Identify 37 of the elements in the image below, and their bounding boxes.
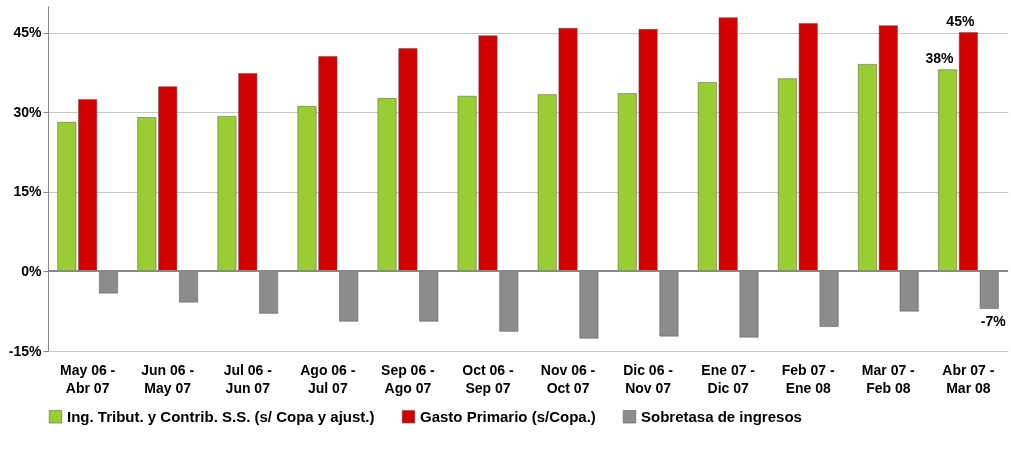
- bar: [659, 271, 679, 337]
- x-tick-label: Jul 06 - Jun 07: [223, 361, 273, 396]
- bar: [419, 271, 439, 322]
- bar: [938, 69, 957, 272]
- bar: [339, 271, 359, 322]
- y-tick-label: 0%: [21, 262, 43, 279]
- bar: [739, 271, 759, 338]
- x-tick-label: Dic 06 - Nov 07: [623, 361, 674, 396]
- data-label: 45%: [946, 12, 975, 29]
- x-tick-label: Abr 07 - Mar 08: [942, 361, 995, 396]
- y-tick-label: -15%: [8, 342, 43, 359]
- bar: [979, 271, 999, 309]
- x-tick-label: Feb 07 - Ene 08: [781, 361, 836, 396]
- legend-label: Sobretasa de ingresos: [641, 407, 802, 425]
- bar: [99, 271, 118, 294]
- y-tick-label: 45%: [13, 24, 43, 41]
- y-tick-label: 30%: [13, 103, 43, 120]
- x-tick-label: Nov 06 - Oct 07: [540, 361, 596, 396]
- x-tick-label: Oct 06 - Sep 07: [462, 361, 514, 396]
- bar: [958, 32, 978, 272]
- bar: [819, 271, 839, 327]
- y-tick-label: 15%: [13, 183, 43, 200]
- bar: [499, 271, 519, 332]
- x-tick-label: Ago 06 - Jul 07: [300, 361, 356, 396]
- bar: [899, 271, 919, 312]
- data-label: -7%: [980, 312, 1007, 329]
- x-tick-label: Ene 07 - Dic 07: [701, 361, 756, 396]
- legend-label: Ing. Tribut. y Contrib. S.S. (s/ Copa y ajust.): [67, 407, 375, 425]
- x-tick-label: Sep 06 - Ago 07: [381, 361, 436, 396]
- bar: [179, 271, 198, 303]
- x-tick-label: Jun 06 - May 07: [141, 361, 195, 396]
- bar: [259, 271, 279, 314]
- x-tick-label: May 06 - Abr 07: [60, 361, 116, 396]
- x-tick-label: Mar 07 - Feb 08: [861, 361, 916, 396]
- legend-label: Gasto Primario (s/Copa.): [420, 407, 596, 425]
- data-label: 38%: [925, 49, 955, 66]
- bar: [579, 271, 599, 339]
